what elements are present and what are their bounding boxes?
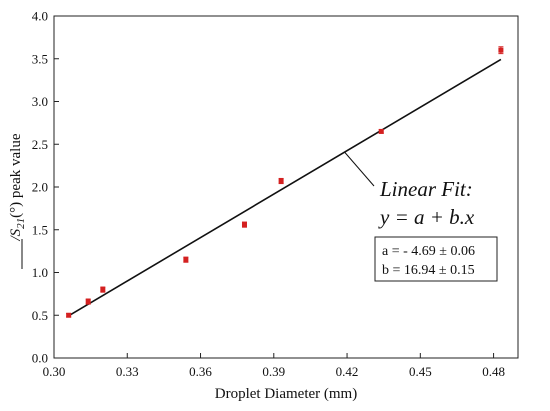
y-tick-label: 1.0: [32, 265, 48, 280]
y-tick-label: 0.0: [32, 351, 48, 366]
data-point: [66, 312, 72, 318]
axis-ticks: 0.30 0.33 0.36 0.39 0.42 0.45 0.48 0.0 0.5 1.0 1.5…: [32, 9, 505, 380]
x-axis-title: Droplet Diameter (mm): [215, 386, 357, 402]
svg-text:/S21(°) peak value: /S21(°) peak value: [8, 133, 27, 241]
x-tick-label: 0.42: [336, 364, 359, 379]
x-tick-label: 0.39: [262, 364, 285, 379]
x-tick-label: 0.48: [482, 364, 505, 379]
data-point: [241, 222, 247, 228]
fit-label-equation: y = a + b.x: [378, 205, 475, 229]
y-axis-title-subscript: 21: [15, 218, 27, 229]
fit-parameter-b: b = 16.94 ± 0.15: [382, 263, 475, 278]
fit-parameter-a: a = - 4.69 ± 0.06: [382, 244, 475, 259]
points-layer: [66, 46, 504, 318]
y-tick-label: 3.0: [32, 94, 48, 109]
y-tick-label: 2.5: [32, 137, 48, 152]
fit-parameters-box: [374, 236, 498, 282]
data-point: [100, 287, 106, 293]
y-tick-label: 2.0: [32, 180, 48, 195]
fit-label-title: Linear Fit:: [379, 177, 473, 201]
y-axis-title: /S21(°) peak value: [8, 133, 27, 269]
data-point: [85, 299, 91, 305]
linear-fit-line: [68, 58, 502, 317]
y-tick-label: 0.5: [32, 308, 48, 323]
y-tick-label: 4.0: [32, 9, 48, 24]
y-tick-label: 1.5: [32, 222, 48, 237]
x-tick-label: 0.45: [409, 364, 432, 379]
data-point: [378, 128, 384, 134]
x-tick-label: 0.36: [189, 364, 212, 379]
x-tick-label: 0.33: [116, 364, 139, 379]
annotation-leader-line: [344, 151, 375, 187]
data-point: [183, 257, 189, 263]
fit-layer: [68, 58, 502, 317]
y-axis-title-prefix: /S: [8, 228, 24, 241]
y-tick-label: 3.5: [32, 51, 48, 66]
data-point: [278, 178, 284, 184]
x-tick-label: 0.30: [43, 364, 66, 379]
y-axis-title-suffix: (°) peak value: [8, 133, 24, 218]
data-point: [498, 47, 504, 53]
